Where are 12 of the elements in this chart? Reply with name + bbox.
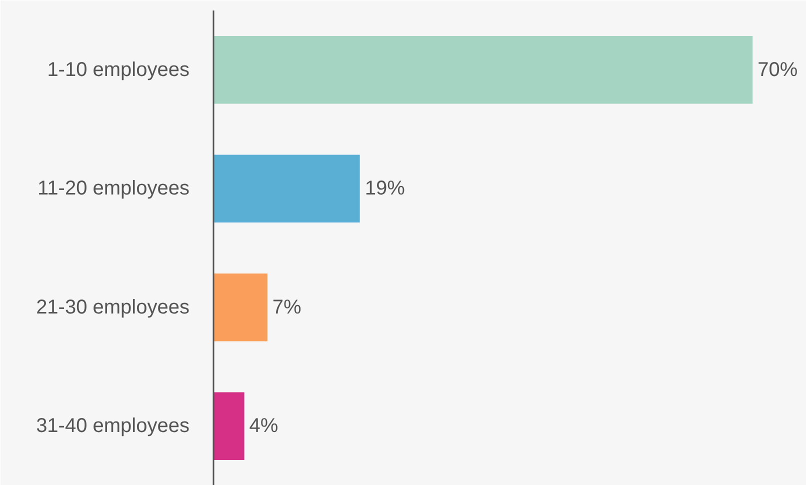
data-label: 4% xyxy=(249,415,278,438)
bar xyxy=(214,36,753,104)
y-tick-label: 11-20 employees xyxy=(38,178,190,200)
data-label: 70% xyxy=(758,58,798,81)
y-tick-label: 31-40 employees xyxy=(36,415,190,438)
bar xyxy=(214,392,244,460)
bar xyxy=(214,154,360,222)
data-label: 19% xyxy=(364,178,406,200)
data-label: 7% xyxy=(272,296,302,318)
y-tick-label: 21-30 employees xyxy=(36,296,190,318)
bar xyxy=(214,274,268,342)
y-tick-label: 1-10 employees xyxy=(47,58,190,81)
